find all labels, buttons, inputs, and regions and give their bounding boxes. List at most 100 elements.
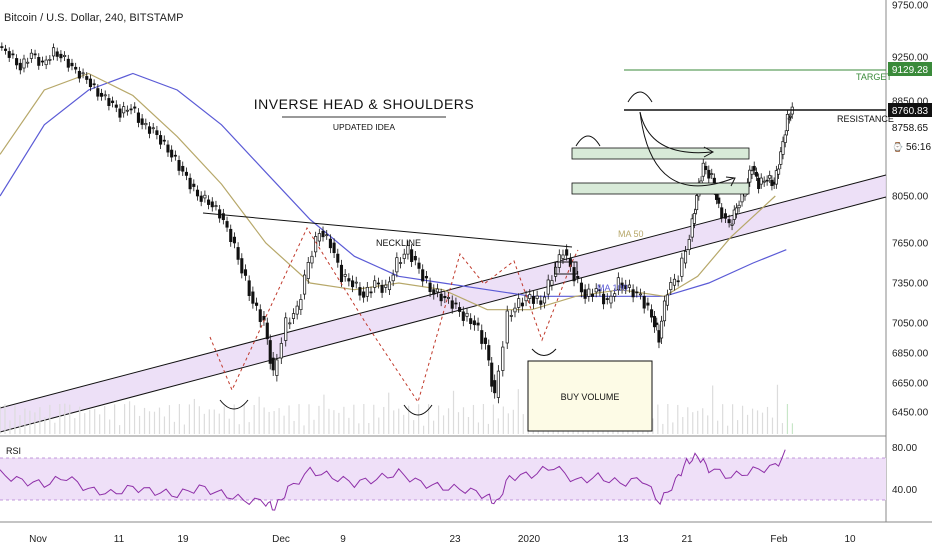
candle-body [118, 108, 122, 118]
candle-body [779, 151, 783, 165]
x-tick-label: 11 [114, 534, 125, 545]
candle-body [631, 289, 635, 298]
candle-body [114, 104, 118, 108]
resistance-price-text: 8760.83 [892, 106, 929, 117]
candle-body [362, 291, 366, 298]
y-tick-label: 9750.00 [892, 1, 929, 12]
projection-arrow-2 [639, 111, 735, 187]
candle-body [535, 295, 539, 299]
candle-body [40, 60, 45, 63]
candle-body [199, 195, 203, 202]
target-price-text: 9129.28 [892, 65, 929, 76]
candle-body [417, 262, 421, 269]
candle-body [652, 315, 657, 328]
rsi-line [0, 449, 786, 511]
candle-body [81, 72, 85, 75]
candle-body [638, 293, 643, 296]
y-tick-label: 7050.00 [892, 319, 929, 330]
candle-body [18, 62, 22, 71]
ascending-channel [0, 174, 887, 433]
candle-body [188, 177, 192, 190]
candle-body [317, 233, 321, 242]
y-tick-label: 8050.00 [892, 192, 929, 203]
candle-body [787, 117, 791, 120]
candle-body [781, 141, 785, 155]
candle-body [133, 106, 137, 109]
candle-body [435, 288, 440, 293]
candle-body [303, 274, 307, 295]
candle-body [236, 247, 240, 260]
candle-body [63, 54, 67, 58]
candle-body [136, 112, 140, 123]
y-tick-label: 8850.00 [892, 97, 929, 108]
candle-body [650, 309, 654, 318]
candle-body [271, 357, 275, 371]
candle-body [528, 294, 532, 299]
target-label: TARGET [856, 72, 892, 82]
candle-body [15, 58, 19, 66]
candle-body [111, 100, 115, 104]
candle-body [258, 309, 262, 322]
candle-body [428, 282, 432, 293]
candle-body [44, 59, 48, 66]
candle-body [268, 340, 272, 364]
candle-body [181, 165, 185, 172]
candle-body [162, 139, 166, 142]
candle-body [310, 255, 314, 264]
candle-body [695, 195, 699, 211]
candle-body [561, 254, 565, 259]
projection-arrow-1 [639, 111, 713, 154]
candle-body [29, 52, 33, 59]
candle-body [734, 207, 739, 214]
candle-body [655, 322, 659, 325]
candle-body [173, 154, 177, 157]
candle-body [594, 288, 598, 293]
rsi-band [0, 458, 886, 500]
candle-body [284, 317, 288, 341]
candle-body [496, 370, 500, 398]
candle-body [51, 47, 56, 57]
candle-body [704, 165, 708, 171]
subheadline: UPDATED IDEA [333, 122, 396, 132]
candle-body [465, 312, 469, 317]
candle-body [96, 88, 100, 97]
candle-body [531, 295, 535, 304]
candle-body [587, 288, 591, 297]
candle-body [387, 281, 392, 291]
candle-body [251, 291, 255, 304]
rsi-tick-label: 40.00 [892, 485, 917, 496]
x-tick-label: 23 [449, 534, 461, 545]
candle-body [490, 362, 494, 387]
candle-body [365, 286, 369, 297]
candle-body [125, 109, 129, 112]
candle-body [748, 169, 752, 183]
candle-body [59, 53, 63, 59]
candle-body [635, 291, 639, 294]
candle-body [7, 51, 11, 58]
candle-body [730, 223, 734, 226]
x-tick-label: 10 [844, 534, 856, 545]
candle-body [439, 293, 443, 302]
candle-body [609, 295, 613, 304]
breakout-box [554, 261, 578, 275]
candle-body [732, 209, 736, 220]
candle-body [321, 230, 325, 238]
candle-body [107, 98, 111, 106]
candle-body [443, 295, 447, 299]
candle-body [218, 209, 222, 219]
candle-body [92, 83, 96, 86]
candle-body [458, 307, 462, 312]
candle-body [690, 218, 694, 238]
candle-body [542, 296, 547, 304]
candle-body [328, 238, 332, 249]
candle-body [501, 346, 505, 371]
candle-body [737, 204, 741, 209]
candle-body [752, 165, 756, 171]
candle-body [789, 115, 793, 118]
candle-body [550, 280, 554, 286]
candle-body [759, 177, 763, 185]
candle-body [624, 284, 628, 290]
candle-body [122, 106, 126, 114]
candle-body [762, 180, 766, 183]
projection-arrowhead-1 [703, 146, 715, 158]
